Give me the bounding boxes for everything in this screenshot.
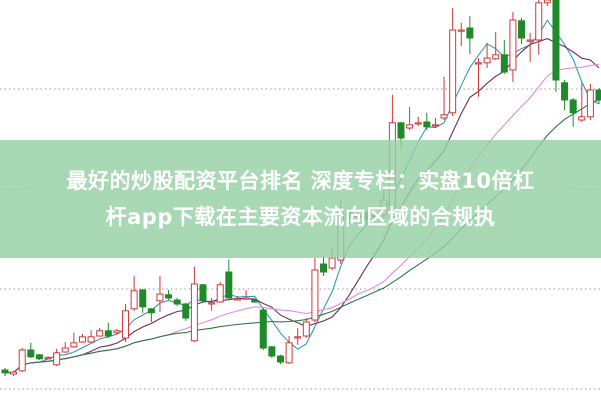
candle-down [320, 263, 328, 273]
candle-up [492, 54, 500, 60]
candle-up [208, 302, 216, 305]
candle-up [87, 336, 95, 343]
candle-up [113, 330, 121, 334]
candle-down [423, 121, 431, 128]
candle-down [259, 309, 267, 349]
candle-down [569, 99, 577, 114]
candle-up [414, 122, 422, 125]
candle-up [216, 284, 224, 303]
candle-up [130, 290, 138, 310]
candle-down [561, 82, 569, 101]
candle-down [165, 294, 173, 299]
candle-down [268, 346, 276, 357]
candle-down [35, 354, 43, 360]
candle-up [440, 114, 448, 119]
candle-up [233, 298, 241, 301]
candle-up [328, 257, 336, 269]
candle-down [182, 303, 190, 319]
candle-up [190, 283, 198, 342]
title-line-2: 杆app下载在主要资本流向区域的合规执 [105, 205, 496, 229]
candle-up [431, 124, 439, 127]
candle-down [500, 54, 508, 73]
candle-up [18, 349, 26, 372]
candle-down [552, 0, 560, 81]
candle-up [509, 19, 517, 71]
candle-up [483, 57, 491, 64]
candle-up [70, 342, 78, 348]
candle-up [586, 89, 594, 118]
candle-down [518, 20, 526, 39]
candle-down [139, 289, 147, 308]
candle-down [225, 271, 233, 299]
candle-up [311, 269, 319, 321]
candle-up [156, 293, 164, 302]
candle-down [27, 349, 35, 358]
candle-up [96, 330, 104, 337]
candle-up [78, 336, 86, 343]
candle-up [53, 352, 61, 366]
title-line-1: 最好的炒股配资平台排名 深度专栏：实盘10倍杠 [66, 169, 535, 193]
candle-up [44, 357, 52, 360]
candle-up [543, 0, 551, 4]
candle-up [449, 29, 457, 114]
candle-up [242, 297, 250, 300]
candle-down [595, 89, 601, 101]
candle-up [526, 39, 534, 42]
candle-down [276, 355, 284, 363]
candle-up [302, 321, 310, 337]
candle-down [173, 299, 181, 305]
candle-up [10, 371, 18, 375]
moving-average-line [4, 19, 600, 374]
candle-down [251, 299, 259, 303]
candle-up [535, 2, 543, 41]
candle-down [199, 284, 207, 302]
candle-up [578, 116, 586, 121]
title-banner: 最好的炒股配资平台排名 深度专栏：实盘10倍杠 杆app下载在主要资本流向区域的… [0, 140, 601, 258]
moving-average-line [4, 38, 600, 374]
candle-down [1, 369, 9, 374]
candle-down [397, 122, 405, 139]
candle-up [406, 124, 414, 129]
candle-down [466, 27, 474, 39]
candle-up [457, 29, 465, 32]
candle-up [122, 310, 130, 339]
candle-down [104, 330, 112, 337]
candle-up [61, 347, 69, 353]
candle-up [285, 342, 293, 364]
candle-up [474, 62, 482, 65]
candle-down [147, 308, 155, 314]
candle-up [294, 336, 302, 339]
